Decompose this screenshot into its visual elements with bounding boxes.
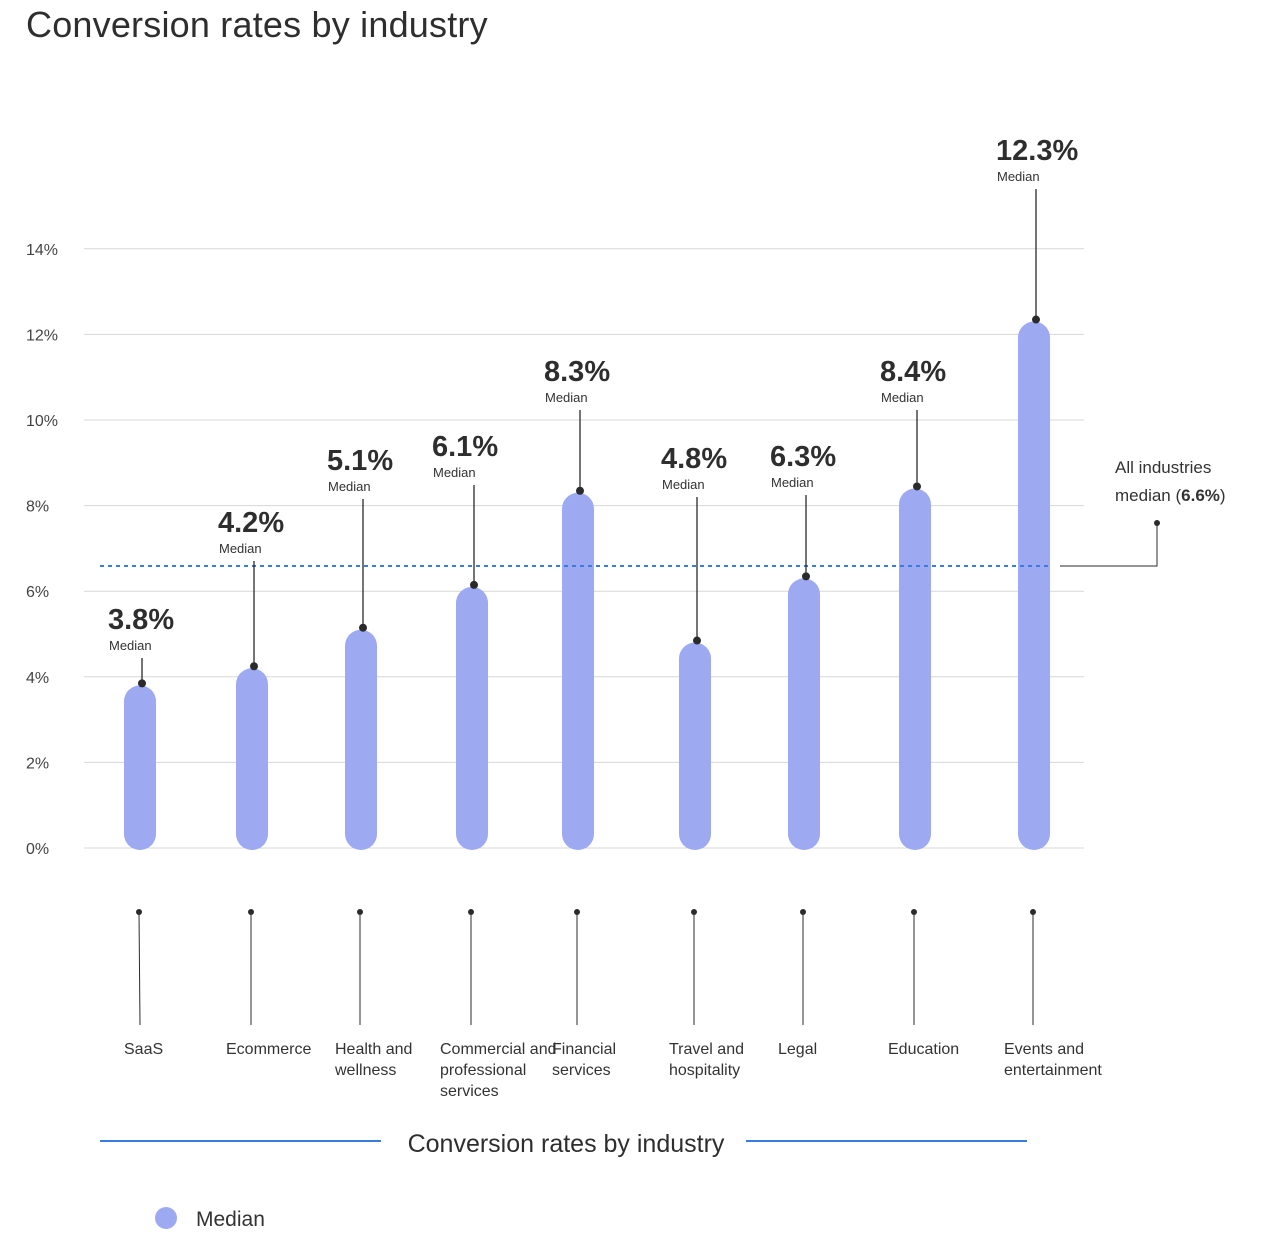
data-label: 12.3% [996, 135, 1078, 167]
data-label: 4.8% [661, 443, 727, 475]
data-sublabel: Median [109, 638, 152, 653]
data-label-dot [138, 679, 146, 688]
category-connector [138, 911, 141, 1026]
x-tick-label: Ecommerce [226, 1041, 311, 1058]
x-tick-label: Commercial and professional services [440, 1041, 556, 1100]
data-label: 8.3% [544, 356, 610, 388]
value-labels: 3.8% Median 4.2% Median 5.1% Median 6.1% Median… [108, 135, 1078, 688]
y-tick-label: 0% [26, 841, 49, 858]
data-label: 5.1% [327, 445, 393, 477]
y-tick-label: 12% [26, 327, 58, 344]
data-label-dot [693, 636, 701, 645]
y-tick-label: 8% [26, 499, 49, 516]
y-tick-label: 6% [26, 584, 49, 601]
data-label: 6.1% [432, 431, 498, 463]
data-label: 4.2% [218, 507, 284, 539]
median-reference-label: All industries [1115, 458, 1211, 477]
data-label-dot [1032, 315, 1040, 324]
y-tick-label: 4% [26, 670, 49, 687]
y-axis-ticks: 0% 2% 4% 6% 8% 10% 12% 14% [26, 242, 58, 858]
data-sublabel: Median [545, 390, 588, 405]
x-tick-label: Health and wellness [334, 1041, 412, 1079]
x-tick-label: Financial services [552, 1041, 616, 1079]
x-tick-label: Events and entertainment [1004, 1041, 1102, 1079]
data-sublabel: Median [997, 169, 1040, 184]
data-label-dot [802, 572, 810, 581]
bars [124, 321, 1050, 850]
data-label: 8.4% [880, 356, 946, 388]
bottom-title: Conversion rates by industry [408, 1130, 725, 1158]
y-tick-label: 14% [26, 242, 58, 259]
data-sublabel: Median [433, 465, 476, 480]
x-tick-label: Legal [778, 1041, 817, 1058]
data-label: 6.3% [770, 441, 836, 473]
data-label-dot [359, 623, 367, 632]
median-reference: All industries median (6.6%) [100, 458, 1226, 568]
y-tick-label: 2% [26, 755, 49, 772]
x-tick-label: Travel and hospitality [669, 1041, 744, 1079]
category-labels: SaaS Ecommerce Health and wellness Commercia… [124, 909, 1102, 1100]
data-label-dot [913, 482, 921, 491]
data-sublabel: Median [771, 475, 814, 490]
chart-footer: Conversion rates by industry Median [100, 1130, 1027, 1231]
median-reference-value: median (6.6%) [1115, 486, 1226, 505]
data-sublabel: Median [662, 477, 705, 492]
legend-swatch [155, 1207, 177, 1229]
legend-label: Median [196, 1208, 265, 1231]
data-sublabel: Median [881, 390, 924, 405]
data-sublabel: Median [219, 541, 262, 556]
median-reference-dot [1154, 520, 1160, 526]
y-tick-label: 10% [26, 413, 58, 430]
x-tick-label: SaaS [124, 1041, 163, 1058]
median-reference-callout [1060, 523, 1158, 567]
data-sublabel: Median [328, 479, 371, 494]
data-label-dot [470, 580, 478, 589]
x-tick-label: Education [888, 1041, 959, 1058]
data-label-dot [576, 486, 584, 495]
data-label-dot [250, 662, 258, 671]
data-label: 3.8% [108, 604, 174, 636]
chart-title: Conversion rates by industry [26, 4, 488, 45]
